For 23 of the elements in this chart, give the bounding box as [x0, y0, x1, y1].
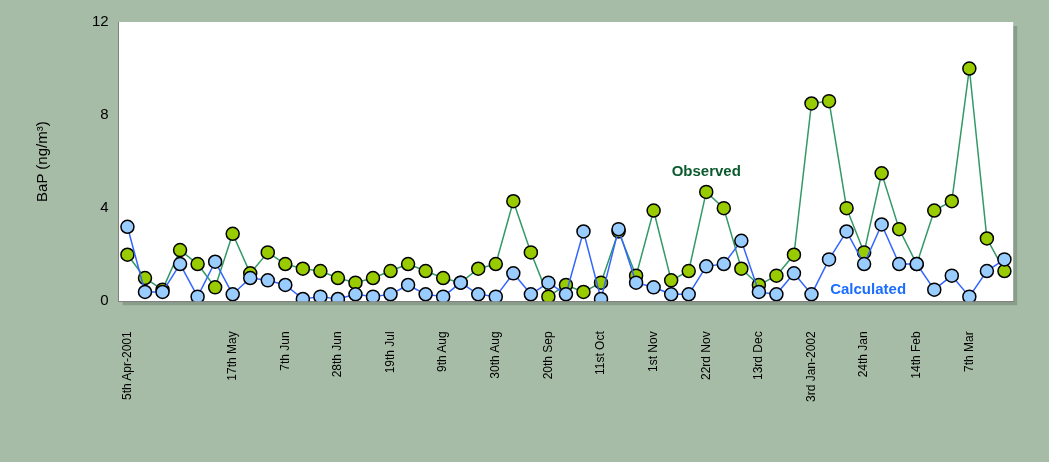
series-label: Calculated — [830, 280, 907, 298]
x-tick-label: 17th May — [225, 331, 239, 381]
x-tick-label: 28th Jun — [330, 331, 345, 378]
x-tick-label: 3rd Jan-2002 — [803, 330, 818, 402]
y-axis-title: BaP (ng/m³) — [33, 121, 51, 202]
series-label: Observed — [671, 162, 741, 180]
x-tick-label: 7th Mar — [961, 331, 976, 372]
x-tick-label: 13rd Dec — [751, 331, 766, 380]
x-tick-label: 7th Jun — [277, 331, 292, 371]
x-tick-label: 14th Feb — [909, 330, 924, 379]
x-tick-label: 9th Aug — [435, 331, 450, 372]
x-tick-label: 30th Aug — [488, 331, 503, 379]
y-tick-label: 4 — [100, 198, 109, 216]
x-tick-label: 22rd Nov — [698, 331, 713, 380]
x-tick-label: 20th Sep — [540, 330, 555, 380]
x-tick-label: 11st Oct — [593, 330, 608, 376]
x-tick-label: 5th Apr-2001 — [119, 330, 134, 400]
y-tick-label: 0 — [100, 291, 109, 309]
x-tick-label: 19th Jul — [382, 331, 397, 374]
x-tick-label: 1st Nov — [645, 331, 660, 372]
y-tick-label: 8 — [100, 105, 109, 123]
y-tick-label: 12 — [92, 12, 109, 30]
x-tick-label: 24th Jan — [856, 331, 871, 378]
